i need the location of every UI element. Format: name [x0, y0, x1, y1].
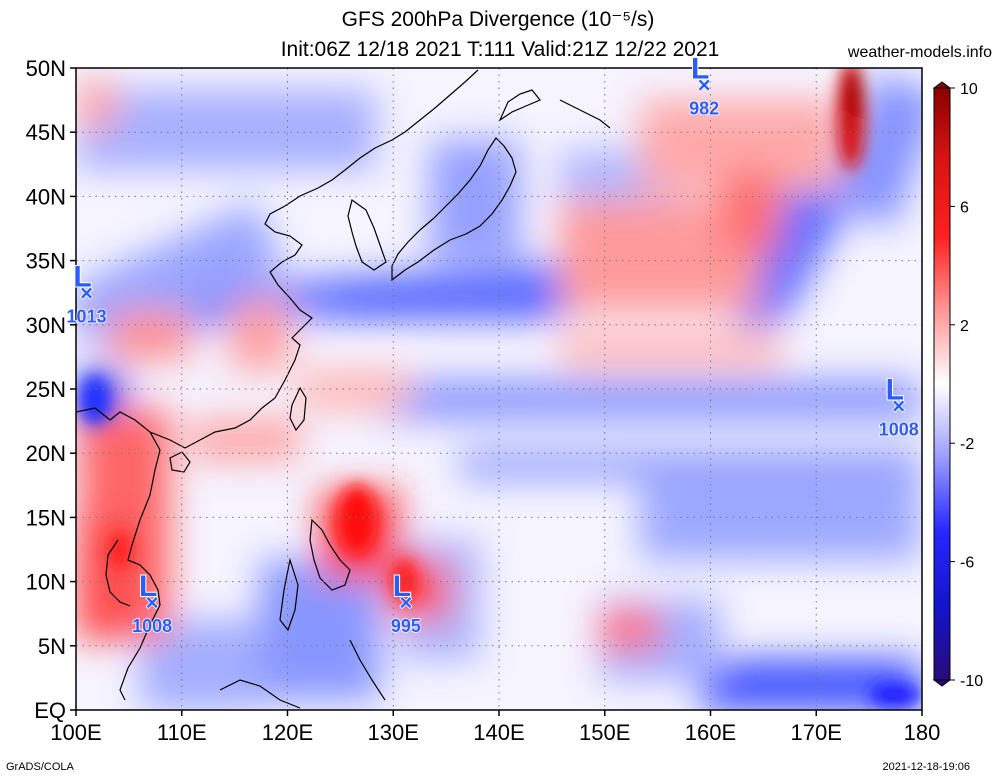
- low-symbol: L: [139, 570, 157, 603]
- low-pressure-value: 1013: [67, 307, 107, 327]
- pressure-low-marker: L×995: [390, 569, 422, 637]
- low-center-icon: ×: [80, 281, 93, 306]
- colorbar: 10 6 2 -2 -6 -10: [932, 81, 983, 690]
- lat-tick-label: 40N: [26, 184, 66, 209]
- lon-tick-label: 100E: [50, 720, 101, 745]
- chart-title: GFS 200hPa Divergence (10⁻⁵/s): [341, 8, 655, 31]
- lat-tick-label: 45N: [26, 120, 66, 145]
- pressure-low-marker: L×1008: [131, 569, 173, 637]
- lon-tick-label: 130E: [368, 720, 419, 745]
- axes: 100E 110E 120E 130E 140E 150E 160E 170E 180 EQ 5N 1…: [26, 56, 941, 745]
- pressure-low-marker: L×1008: [878, 373, 920, 441]
- low-pressure-value: 995: [391, 616, 421, 636]
- lon-tick-label: 120E: [262, 720, 313, 745]
- low-pressure-value: 1008: [879, 420, 919, 440]
- low-symbol: L: [691, 53, 709, 86]
- low-center-icon: ×: [146, 590, 159, 615]
- low-pressure-value: 982: [689, 99, 719, 119]
- lon-tick-label: 170E: [791, 720, 842, 745]
- colorbar-tick-label: 2: [960, 318, 969, 335]
- lat-tick-label: 50N: [26, 56, 66, 81]
- colorbar-tick-label: 10: [960, 81, 978, 98]
- lat-tick-label: 20N: [26, 441, 66, 466]
- colorbar-tick-label: -10: [960, 673, 983, 690]
- low-symbol: L: [886, 374, 904, 407]
- divergence-field: [76, 68, 922, 710]
- colorbar-min-arrow: [932, 679, 952, 687]
- lon-tick-label: 180: [904, 720, 941, 745]
- lat-tick-label: 35N: [26, 249, 66, 274]
- low-center-icon: ×: [400, 590, 413, 615]
- lat-tick-label: 30N: [26, 313, 66, 338]
- lon-tick-label: 150E: [579, 720, 630, 745]
- lon-tick-label: 110E: [157, 720, 207, 745]
- colorbar-tick-label: 6: [960, 199, 969, 216]
- low-center-icon: ×: [892, 394, 905, 419]
- lat-tick-label: 5N: [38, 634, 66, 659]
- lat-tick-label: 15N: [26, 505, 66, 530]
- footer-timestamp: 2021-12-18-19:06: [882, 761, 970, 773]
- colorbar-tick-label: -6: [960, 555, 974, 572]
- colorbar-scale: [933, 87, 951, 681]
- colorbar-max-arrow: [932, 81, 952, 89]
- lon-tick-label: 160E: [685, 720, 736, 745]
- pressure-low-marker: L×1013: [66, 260, 108, 328]
- colorbar-tick-label: -2: [960, 436, 974, 453]
- site-credit[interactable]: weather-models.info: [847, 44, 992, 61]
- pressure-low-marker: L×982: [688, 52, 720, 120]
- low-symbol: L: [393, 570, 411, 603]
- footer-credit: GrADS/COLA: [6, 761, 74, 773]
- lat-tick-label: EQ: [34, 698, 66, 723]
- lat-tick-label: 25N: [26, 377, 66, 402]
- gridlines: [76, 68, 922, 710]
- low-pressure-value: 1008: [132, 616, 172, 636]
- low-symbol: L: [73, 261, 91, 294]
- lat-tick-label: 10N: [26, 570, 66, 595]
- low-center-icon: ×: [698, 73, 711, 98]
- coastlines: [76, 69, 611, 709]
- lon-tick-label: 140E: [473, 720, 524, 745]
- chart-subtitle: Init:06Z 12/18 2021 T:111 Valid:21Z 12/2…: [280, 38, 720, 61]
